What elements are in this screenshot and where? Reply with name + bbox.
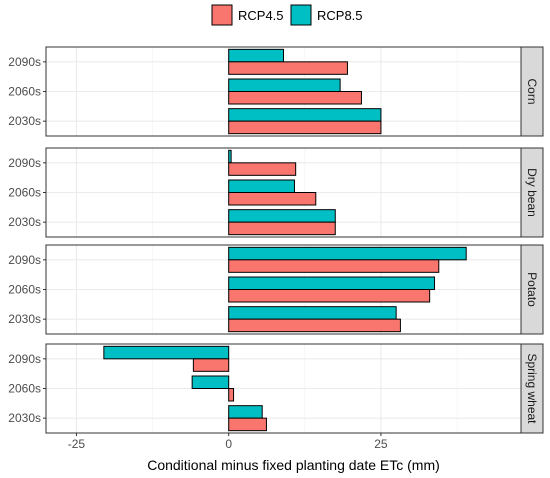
- bar-rcp85-2090s: [228, 48, 284, 63]
- bar-rcp85-2090s: [228, 246, 467, 261]
- x-tick-label: 0: [225, 437, 232, 451]
- panel-dry-bean: 2090s 2060s 2030s Dry bean: [8, 147, 544, 238]
- x-tick-label: 25: [374, 437, 388, 451]
- y-tick-label: 2090s: [8, 55, 41, 69]
- y-tick-label: 2060s: [8, 85, 41, 99]
- legend-label: RCP4.5: [238, 8, 284, 23]
- bar-rcp45-2060s: [228, 289, 431, 303]
- panel-spring-wheat: 2090s 2060s 2030s Spring wheat: [8, 343, 544, 434]
- bar-rcp45-2030s: [228, 120, 382, 135]
- bar-rcp45-2090s: [228, 162, 297, 176]
- bar-rcp85-2030s: [228, 405, 263, 419]
- bar-rcp85-2060s: [228, 179, 295, 193]
- y-tick-label: 2090s: [8, 253, 41, 267]
- y-tick-label: 2090s: [8, 156, 41, 170]
- panel-potato: 2090s 2060s 2030s Potato: [8, 244, 544, 335]
- x-axis: -25 0 25: [68, 433, 388, 451]
- y-tick-label: 2030s: [8, 215, 41, 229]
- bar-rcp45-2060s: [228, 91, 362, 105]
- legend-item-rcp4-5: RCP4.5: [211, 4, 284, 26]
- facet-label: Spring wheat: [525, 353, 539, 424]
- y-tick-label: 2030s: [8, 114, 41, 128]
- bar-rcp85-2030s: [228, 108, 382, 122]
- bar-rcp45-2060s: [228, 388, 235, 402]
- facet-strip: [520, 147, 544, 238]
- y-tick-label: 2060s: [8, 186, 41, 200]
- legend-swatch: [211, 4, 233, 26]
- facet-strip: [520, 343, 544, 434]
- legend: RCP4.5 RCP8.5: [211, 4, 363, 26]
- chart-panels: 2090s 2060s 2030s Corn 2090s 2060s 2030s Dry be…: [8, 46, 544, 434]
- legend-swatch: [290, 4, 312, 26]
- y-tick-label: 2090s: [8, 352, 41, 366]
- bar-rcp85-2030s: [228, 209, 336, 223]
- bar-rcp85-2060s: [228, 276, 436, 290]
- bar-rcp85-2060s: [228, 78, 341, 92]
- bar-rcp45-2090s: [228, 61, 348, 75]
- y-tick-label: 2030s: [8, 411, 41, 425]
- facet-label: Dry bean: [525, 168, 539, 217]
- x-axis-title: Conditional minus fixed planting date ET…: [147, 457, 440, 473]
- y-tick-label: 2060s: [8, 382, 41, 396]
- bar-rcp45-2030s: [228, 221, 336, 236]
- legend-label: RCP8.5: [317, 8, 363, 23]
- x-tick-label: -25: [68, 437, 86, 451]
- facet-strip: [520, 244, 544, 335]
- facet-strip: [520, 46, 544, 137]
- bar-rcp45-2090s: [228, 259, 440, 273]
- bar-rcp85-2030s: [228, 306, 397, 320]
- bar-rcp45-2090s: [192, 358, 230, 372]
- y-tick-label: 2030s: [8, 312, 41, 326]
- legend-item-rcp8-5: RCP8.5: [290, 4, 363, 26]
- bar-rcp45-2030s: [228, 318, 401, 333]
- facet-label: Potato: [525, 272, 539, 307]
- bar-rcp45-2060s: [228, 192, 317, 206]
- bar-rcp85-2060s: [191, 375, 230, 389]
- panel-corn: 2090s 2060s 2030s Corn: [8, 46, 544, 137]
- bar-rcp45-2030s: [228, 417, 267, 432]
- bar-rcp85-2090s: [228, 149, 232, 164]
- facet-label: Corn: [525, 78, 539, 104]
- bar-rcp85-2090s: [103, 345, 230, 360]
- y-tick-label: 2060s: [8, 283, 41, 297]
